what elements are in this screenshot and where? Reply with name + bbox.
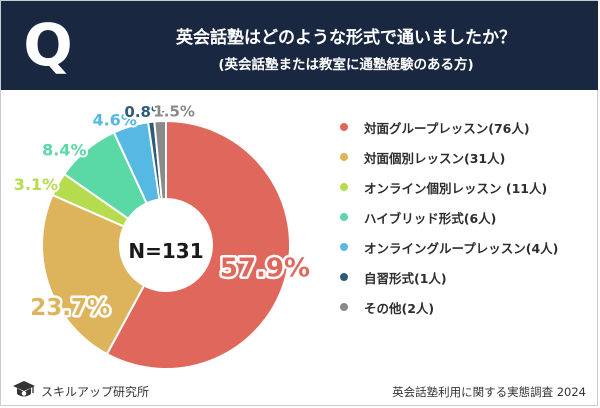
legend-swatch xyxy=(340,123,348,131)
slice-label-1: 57.9% xyxy=(220,254,310,284)
legend-label: 対面グループレッスン(76人) xyxy=(364,120,530,136)
legend-label: オンライングループレッスン(4人) xyxy=(364,240,559,256)
legend-item-3: オンライン個別レッスン (11人) xyxy=(340,172,558,202)
legend-item-2: 対面個別レッスン(31人) xyxy=(340,142,558,172)
center-label: N=131 xyxy=(128,239,203,263)
slice-label-2: 23.7% xyxy=(30,295,110,321)
legend-swatch xyxy=(340,153,348,161)
legend-label: その他(2人) xyxy=(364,300,435,316)
q-icon: Q xyxy=(23,11,72,79)
footer-logo: スキルアップ研究所 xyxy=(12,380,149,402)
slice-label-5: 4.6% xyxy=(92,111,136,130)
legend-label: 対面個別レッスン(31人) xyxy=(364,150,506,166)
chart-title: 英会話塾はどのような形式で通いましたか？ xyxy=(176,28,516,48)
legend-swatch xyxy=(340,243,348,251)
legend-item-6: 自習形式(1人) xyxy=(340,262,558,292)
header-banner: Q 英会話塾はどのような形式で通いましたか？ (英会話塾または教室に通塾経験のあ… xyxy=(1,1,598,90)
legend-label: オンライン個別レッスン (11人) xyxy=(364,180,548,196)
legend-item-5: オンライングループレッスン(4人) xyxy=(340,232,558,262)
slice-label-4: 8.4% xyxy=(42,141,86,160)
slice-label-6: 0.8% xyxy=(124,103,166,121)
legend-item-1: 対面グループレッスン(76人) xyxy=(340,112,558,142)
q-letter: Q xyxy=(23,11,72,79)
legend: 対面グループレッスン(76人) 対面個別レッスン(31人) オンライン個別レッスン … xyxy=(340,112,558,322)
legend-swatch xyxy=(340,303,348,311)
legend-swatch xyxy=(340,183,348,191)
slice-2 xyxy=(41,193,146,356)
slice-label-7: 1.5% xyxy=(153,102,195,120)
legend-label: 自習形式(1人) xyxy=(364,270,447,286)
legend-swatch xyxy=(340,213,348,221)
graduation-cap-icon xyxy=(13,381,35,397)
slice-7 xyxy=(153,119,167,201)
slice-1 xyxy=(105,119,291,370)
chart-subtitle: (英会話塾または教室に通塾経験のある方) xyxy=(218,57,474,73)
legend-label: ハイブリッド形式(6人) xyxy=(364,210,497,226)
slice-label-3: 3.1% xyxy=(14,175,58,194)
footer-logo-text: スキルアップ研究所 xyxy=(41,384,150,399)
footer-source: 英会話塾利用に関する実態調査 2024 xyxy=(392,385,586,399)
legend-item-7: その他(2人) xyxy=(340,292,558,322)
legend-item-4: ハイブリッド形式(6人) xyxy=(340,202,558,232)
donut-chart: N=131 57.9% 23.7% 3.1% 8.4% 4.6%0.8%1.5% xyxy=(12,100,313,370)
legend-swatch xyxy=(340,273,348,281)
